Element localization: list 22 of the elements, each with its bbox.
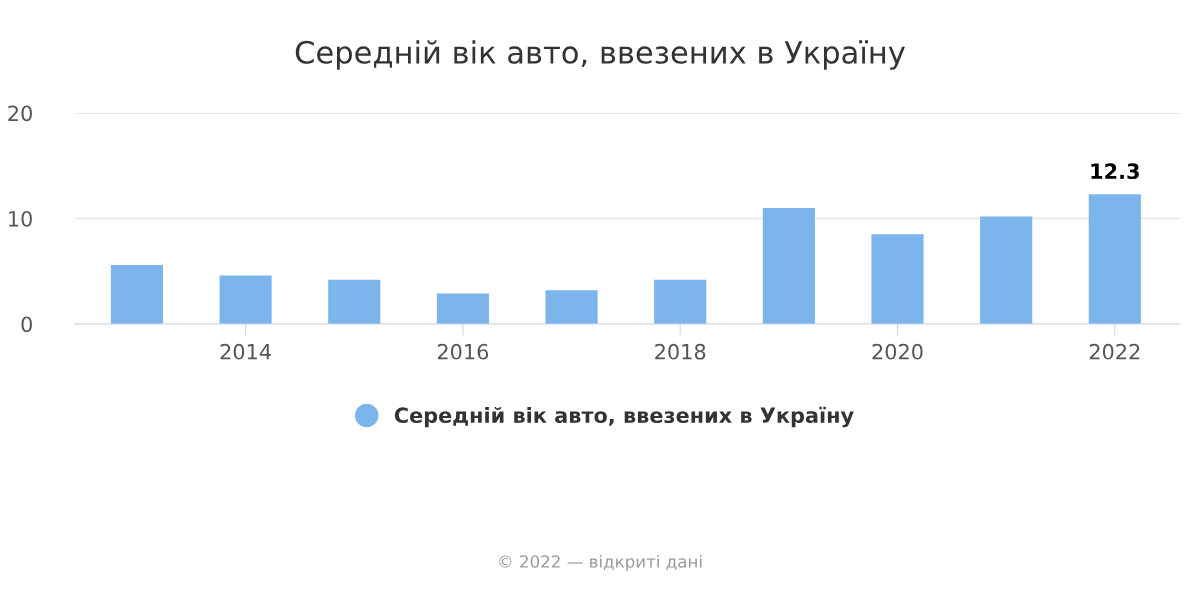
x-tick-label: 2018	[655, 343, 706, 360]
y-tick-label: 20	[8, 105, 32, 122]
x-tick-label: 2022	[1089, 343, 1140, 360]
legend-label: Середній вік авто, ввезених в Україну	[394, 406, 854, 428]
bar	[654, 279, 707, 324]
bar	[219, 275, 272, 324]
bar	[436, 293, 489, 324]
bar	[871, 234, 924, 324]
bar	[545, 290, 598, 324]
data-label: 12.3	[1091, 163, 1139, 180]
bar	[1088, 194, 1141, 324]
text: © 2022 — відкриті дані	[499, 554, 702, 572]
x-tick-label: 2016	[437, 343, 489, 360]
y-tick-label: 0	[21, 316, 32, 333]
y-tick-label: 10	[9, 210, 32, 227]
x-tick-label: 2020	[872, 343, 923, 360]
bar	[762, 207, 815, 324]
bar	[110, 264, 164, 324]
bar	[980, 216, 1033, 324]
x-tick-label: 2014	[220, 343, 271, 360]
chart-title: Середній вік авто, ввезених в Україну	[295, 40, 905, 70]
bar	[328, 279, 381, 324]
